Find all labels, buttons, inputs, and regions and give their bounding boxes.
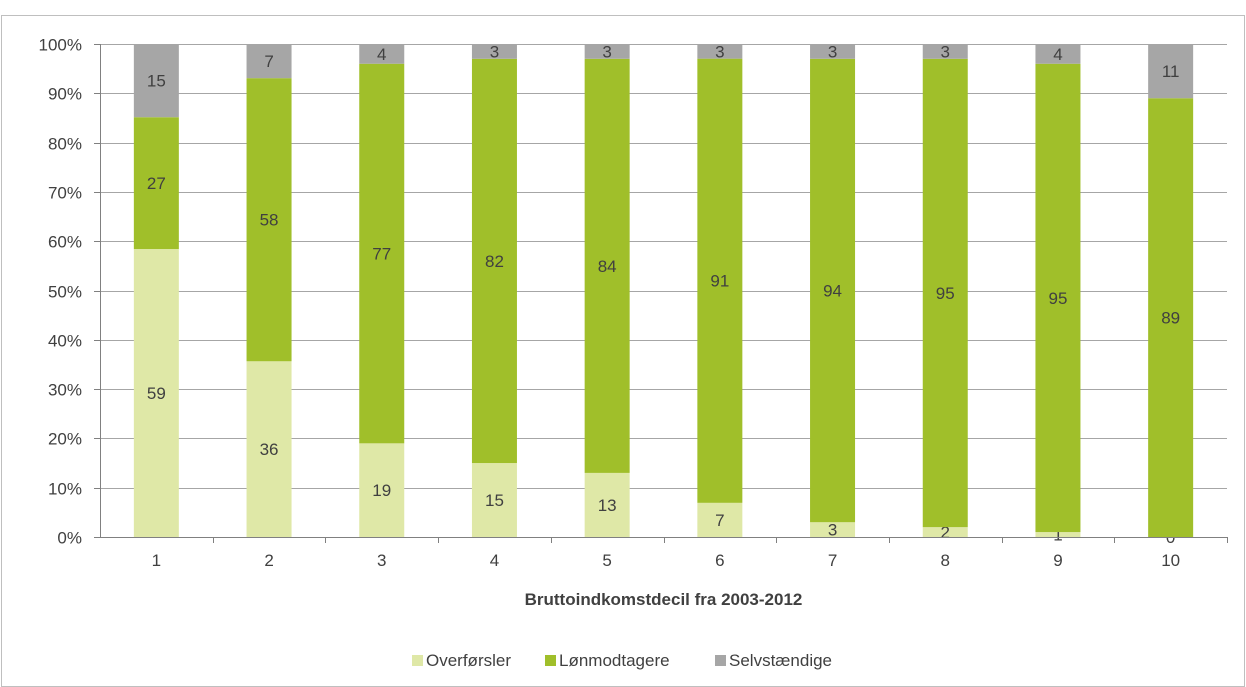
bar-segment xyxy=(471,463,517,537)
data-label: 3 xyxy=(941,42,950,61)
data-label: 58 xyxy=(260,211,279,230)
legend-label: Lønmodtagere xyxy=(559,651,670,670)
data-label: 1 xyxy=(1053,526,1062,545)
data-label: 13 xyxy=(598,496,617,515)
data-label: 95 xyxy=(936,284,955,303)
data-label: 7 xyxy=(264,52,273,71)
legend-swatch xyxy=(715,655,726,666)
y-tick-label: 90% xyxy=(48,85,82,104)
data-label: 77 xyxy=(372,245,391,264)
bar-segment xyxy=(1035,44,1081,64)
data-label: 3 xyxy=(828,521,837,540)
legend-swatch xyxy=(545,655,556,666)
y-tick-label: 60% xyxy=(48,233,82,252)
bar-segment xyxy=(133,117,179,250)
x-tick-label: 1 xyxy=(152,551,161,570)
bar-segment xyxy=(246,78,292,362)
data-label: 94 xyxy=(823,282,842,301)
bar-segment xyxy=(133,249,179,538)
bar-segment xyxy=(471,58,517,464)
bar-segment xyxy=(1148,44,1194,99)
data-label: 82 xyxy=(485,252,504,271)
bar-segment xyxy=(584,472,630,537)
x-tick-label: 5 xyxy=(602,551,611,570)
y-tick-label: 70% xyxy=(48,184,82,203)
data-label: 7 xyxy=(715,511,724,530)
data-label: 3 xyxy=(828,42,837,61)
bar-segment xyxy=(584,58,630,473)
y-tick-label: 10% xyxy=(48,480,82,499)
bar-segment xyxy=(359,443,405,537)
bar-segment xyxy=(246,44,292,79)
x-tick-label: 10 xyxy=(1161,551,1180,570)
legend-label: Selvstændige xyxy=(729,651,832,670)
data-label: 27 xyxy=(147,174,166,193)
data-label: 95 xyxy=(1048,289,1067,308)
bar-segment xyxy=(922,58,968,528)
data-label: 15 xyxy=(147,72,166,91)
x-tick-label: 9 xyxy=(1053,551,1062,570)
bar-segment xyxy=(133,44,179,118)
legend-label: Overførsler xyxy=(426,651,511,670)
data-label: 11 xyxy=(1162,62,1180,81)
data-label: 15 xyxy=(485,491,504,510)
data-label: 36 xyxy=(260,440,279,459)
bar-segment xyxy=(810,58,856,523)
bar-segment xyxy=(246,361,292,537)
bar-segment xyxy=(359,44,405,64)
x-tick-label: 3 xyxy=(377,551,386,570)
x-tick-label: 6 xyxy=(715,551,724,570)
data-label: 2 xyxy=(941,523,950,542)
bar-segment xyxy=(471,44,517,59)
bar-segment xyxy=(359,63,405,444)
x-tick-label: 2 xyxy=(264,551,273,570)
bar-segment xyxy=(922,527,968,537)
x-axis-title: Bruttoindkomstdecil fra 2003-2012 xyxy=(525,590,803,609)
y-tick-label: 80% xyxy=(48,135,82,154)
bar-segment xyxy=(697,502,743,537)
y-tick-label: 20% xyxy=(48,430,82,449)
bar-segment xyxy=(697,44,743,59)
x-tick-label: 4 xyxy=(490,551,499,570)
y-tick-label: 50% xyxy=(48,283,82,302)
y-tick-label: 40% xyxy=(48,332,82,351)
legend-swatch xyxy=(412,655,423,666)
bar-segment xyxy=(697,58,743,503)
bar-segment xyxy=(584,44,630,59)
data-label: 19 xyxy=(372,481,391,500)
data-label: 3 xyxy=(490,42,499,61)
y-tick-label: 30% xyxy=(48,381,82,400)
data-label: 59 xyxy=(147,384,166,403)
data-label: 89 xyxy=(1161,309,1180,328)
bar-segment xyxy=(1148,98,1194,537)
bar-segment xyxy=(810,522,856,537)
data-label: 84 xyxy=(598,257,617,276)
x-tick-label: 8 xyxy=(941,551,950,570)
bar-segment xyxy=(922,44,968,59)
y-tick-label: 100% xyxy=(39,36,82,55)
y-tick-label: 0% xyxy=(57,529,82,548)
data-label: 91 xyxy=(710,272,729,291)
x-tick-label: 7 xyxy=(828,551,837,570)
data-label: 4 xyxy=(377,45,386,64)
bar-segment xyxy=(810,44,856,59)
bar-segment xyxy=(1035,63,1081,533)
data-label: 3 xyxy=(602,42,611,61)
bar-segment xyxy=(1035,532,1081,537)
data-label: 3 xyxy=(715,42,724,61)
data-label: 4 xyxy=(1053,45,1062,64)
